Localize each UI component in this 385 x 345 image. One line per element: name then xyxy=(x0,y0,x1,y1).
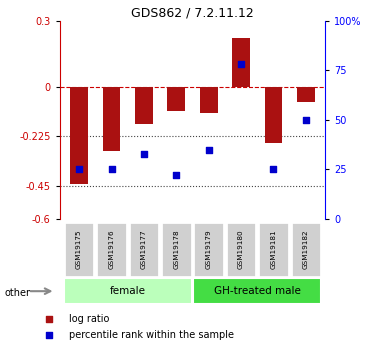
Point xyxy=(297,261,303,267)
FancyBboxPatch shape xyxy=(194,222,224,277)
Text: female: female xyxy=(110,286,146,296)
Title: GDS862 / 7.2.11.12: GDS862 / 7.2.11.12 xyxy=(131,7,254,20)
Text: GSM19182: GSM19182 xyxy=(303,229,309,269)
Bar xyxy=(102,87,121,151)
Point xyxy=(173,172,179,178)
Bar xyxy=(135,87,153,124)
Point xyxy=(109,167,115,172)
Text: log ratio: log ratio xyxy=(69,314,109,324)
FancyBboxPatch shape xyxy=(96,222,127,277)
Point xyxy=(297,120,303,126)
Text: GSM19180: GSM19180 xyxy=(238,229,244,269)
Text: GSM19178: GSM19178 xyxy=(173,229,179,269)
Point xyxy=(76,167,82,172)
Text: GSM19177: GSM19177 xyxy=(141,229,147,269)
Text: GH-treated male: GH-treated male xyxy=(214,286,301,296)
Point xyxy=(238,62,244,67)
FancyBboxPatch shape xyxy=(258,222,289,277)
Point xyxy=(141,151,147,156)
Text: GSM19175: GSM19175 xyxy=(76,229,82,269)
FancyBboxPatch shape xyxy=(226,222,256,277)
Point xyxy=(206,147,212,152)
Point xyxy=(270,167,276,172)
Bar xyxy=(264,87,283,143)
Text: GSM19176: GSM19176 xyxy=(109,229,114,269)
Bar xyxy=(200,87,218,113)
FancyBboxPatch shape xyxy=(64,278,192,304)
Text: other: other xyxy=(5,288,31,297)
Text: percentile rank within the sample: percentile rank within the sample xyxy=(69,330,234,340)
FancyBboxPatch shape xyxy=(193,278,321,304)
Text: GSM19181: GSM19181 xyxy=(271,229,276,269)
FancyBboxPatch shape xyxy=(129,222,159,277)
Point xyxy=(303,117,309,123)
Bar xyxy=(167,87,185,111)
FancyBboxPatch shape xyxy=(161,222,191,277)
FancyBboxPatch shape xyxy=(291,222,321,277)
Bar xyxy=(70,87,88,184)
Bar xyxy=(232,38,250,87)
Text: GSM19179: GSM19179 xyxy=(206,229,212,269)
FancyBboxPatch shape xyxy=(64,222,94,277)
Bar xyxy=(297,87,315,102)
